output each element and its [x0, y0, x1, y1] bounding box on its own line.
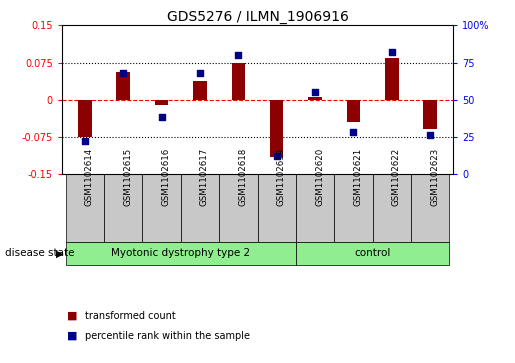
Point — [158, 114, 166, 120]
Point — [234, 52, 243, 58]
Text: GSM1102620: GSM1102620 — [315, 147, 324, 206]
Text: ▶: ▶ — [56, 248, 63, 258]
Point — [272, 153, 281, 159]
Text: GSM1102622: GSM1102622 — [392, 147, 401, 206]
Bar — [193, 81, 207, 99]
Text: GSM1102615: GSM1102615 — [123, 147, 132, 206]
Text: transformed count: transformed count — [85, 311, 176, 321]
Bar — [385, 58, 399, 99]
Bar — [296, 174, 334, 242]
Bar — [65, 242, 296, 265]
Text: GSM1102623: GSM1102623 — [430, 147, 439, 206]
Bar — [373, 174, 411, 242]
Bar — [411, 174, 450, 242]
Text: ■: ■ — [67, 331, 77, 341]
Bar — [181, 174, 219, 242]
Bar — [116, 72, 130, 99]
Point — [426, 132, 434, 138]
Bar — [334, 174, 373, 242]
Text: GSM1102621: GSM1102621 — [353, 147, 363, 206]
Bar — [65, 174, 104, 242]
Bar — [258, 174, 296, 242]
Text: GSM1102616: GSM1102616 — [162, 147, 170, 206]
Text: GSM1102619: GSM1102619 — [277, 147, 286, 205]
Text: Myotonic dystrophy type 2: Myotonic dystrophy type 2 — [111, 248, 250, 258]
Text: percentile rank within the sample: percentile rank within the sample — [85, 331, 250, 341]
Point — [349, 129, 357, 135]
Text: disease state: disease state — [5, 248, 75, 258]
Bar — [78, 99, 92, 137]
Point — [388, 49, 396, 55]
Text: GSM1102614: GSM1102614 — [85, 147, 94, 206]
Title: GDS5276 / ILMN_1906916: GDS5276 / ILMN_1906916 — [166, 11, 349, 24]
Point — [119, 70, 127, 76]
Bar — [155, 99, 168, 105]
Text: GSM1102618: GSM1102618 — [238, 147, 247, 206]
Bar — [347, 99, 360, 122]
Point — [81, 138, 89, 144]
Bar — [308, 97, 322, 99]
Text: GSM1102617: GSM1102617 — [200, 147, 209, 206]
Point — [196, 70, 204, 76]
Bar — [219, 174, 258, 242]
Bar — [296, 242, 450, 265]
Text: control: control — [354, 248, 391, 258]
Bar — [423, 99, 437, 129]
Bar — [232, 62, 245, 99]
Text: ■: ■ — [67, 311, 77, 321]
Bar — [104, 174, 142, 242]
Bar — [270, 99, 283, 156]
Bar — [142, 174, 181, 242]
Point — [311, 89, 319, 95]
